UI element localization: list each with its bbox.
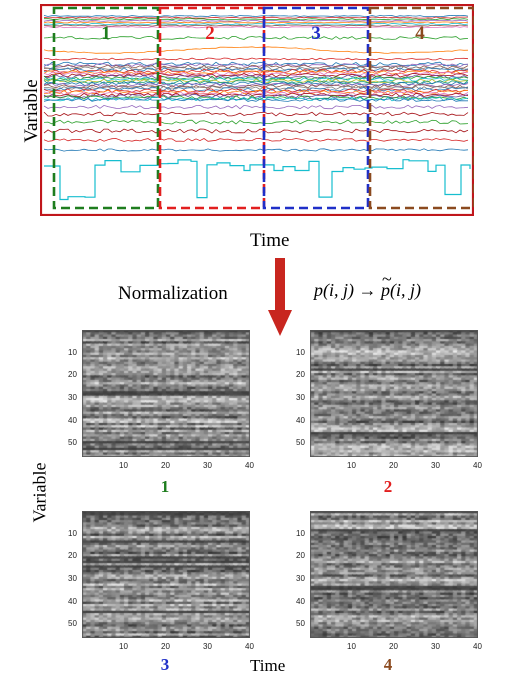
heatmap-label-3: 3 <box>160 655 170 674</box>
segment-box-4 <box>368 6 474 210</box>
time-series-line <box>43 79 469 85</box>
time-series-line <box>43 64 469 70</box>
heatmap-xtick: 10 <box>119 461 128 470</box>
time-series-line <box>43 18 469 21</box>
time-series-line <box>43 19 469 22</box>
time-series-line <box>43 70 469 75</box>
time-series-line <box>43 57 469 61</box>
heatmap-ytick: 40 <box>68 415 77 425</box>
time-series-step-line <box>44 159 471 201</box>
time-series-line <box>43 16 468 19</box>
time-series-line <box>43 84 469 89</box>
heatmap-ytick: 20 <box>68 551 77 561</box>
time-series-line <box>43 82 469 88</box>
heatmap-segment-4 <box>310 511 478 638</box>
heatmap-label-2: 2 <box>383 477 393 496</box>
top-xlabel: Time <box>250 230 290 251</box>
time-series-line <box>43 46 469 54</box>
time-series-line <box>43 96 469 102</box>
formula-part-source: p(i, j) → <box>314 280 381 300</box>
time-series-line <box>43 148 469 152</box>
heatmap-xtick: 30 <box>431 642 440 651</box>
time-series-line <box>43 95 469 100</box>
heatmap-xtick: 10 <box>119 642 128 651</box>
time-series-line <box>43 128 469 134</box>
heatmap-ytick: 50 <box>296 438 305 448</box>
formula-part-args: (i, j) <box>390 280 421 300</box>
time-series-line <box>43 91 469 96</box>
heatmap-xtick: 30 <box>203 642 212 651</box>
heatmap-xtick: 20 <box>389 642 398 651</box>
heatmap-segment-1 <box>82 330 250 457</box>
time-series-line <box>43 104 469 110</box>
segment-label-1: 1 <box>101 23 111 44</box>
heatmap-xtick: 40 <box>473 642 482 651</box>
heatmap-ytick: 20 <box>68 370 77 380</box>
heatmap-ytick: 40 <box>68 596 77 606</box>
heatmap-xtick: 10 <box>347 461 356 470</box>
heatmap-xtick: 10 <box>347 642 356 651</box>
formula-part-tilde-p: p ~ <box>381 269 392 300</box>
time-series-line <box>43 111 469 117</box>
heatmap-ytick: 30 <box>68 574 77 584</box>
heatmap-xtick: 20 <box>161 461 170 470</box>
time-series-line <box>43 119 469 125</box>
time-series-line <box>43 24 469 27</box>
top-ylabel: Variable <box>21 79 42 143</box>
time-series-frame <box>40 4 474 216</box>
heatmap-ytick: 30 <box>296 574 305 584</box>
heatmap-segment-3 <box>82 511 250 638</box>
time-series-line <box>43 98 468 102</box>
heatmap-ytick: 50 <box>68 438 77 448</box>
heatmap-ytick: 10 <box>296 347 305 357</box>
heatmap-xtick: 40 <box>245 642 254 651</box>
segment-box-3 <box>262 6 370 210</box>
heatmap-ylabel: Variable <box>29 462 50 523</box>
heatmap-label-4: 4 <box>383 655 393 674</box>
heatmap-ytick: 40 <box>296 415 305 425</box>
time-series-line <box>43 93 469 99</box>
heatmap-xtick: 30 <box>203 461 212 470</box>
mapping-formula: p(i, j) → p ~ (i, j) <box>314 269 421 301</box>
normalization-label: Normalization <box>118 283 228 304</box>
time-series-panel <box>40 4 474 216</box>
time-series-line <box>43 74 469 79</box>
heatmap-ytick: 20 <box>296 370 305 380</box>
segment-box-1 <box>52 6 160 210</box>
heatmap-ytick: 10 <box>296 528 305 538</box>
heatmap-xtick: 20 <box>389 461 398 470</box>
segment-label-2: 2 <box>205 23 215 44</box>
heatmap-ytick: 50 <box>68 619 77 629</box>
heatmap-ytick: 10 <box>68 528 77 538</box>
time-series-line <box>43 21 469 24</box>
heatmap-ytick: 10 <box>68 347 77 357</box>
heatmap-ytick: 20 <box>296 551 305 561</box>
time-series-line <box>43 36 469 40</box>
time-series-line <box>43 22 469 26</box>
time-series-line <box>43 14 469 18</box>
heatmap-segment-2 <box>310 330 478 457</box>
heatmap-ytick: 50 <box>296 619 305 629</box>
heatmap-ytick: 30 <box>296 393 305 403</box>
heatmap-label-1: 1 <box>160 477 170 496</box>
segment-label-3: 3 <box>311 23 321 44</box>
normalization-arrow <box>268 258 292 336</box>
time-series-line <box>43 89 469 95</box>
time-series-line <box>43 26 469 29</box>
heatmap-ytick: 40 <box>296 596 305 606</box>
heatmap-xtick: 20 <box>161 642 170 651</box>
time-series-line <box>43 138 469 142</box>
time-series-line <box>43 92 469 97</box>
heatmap-xtick: 40 <box>245 461 254 470</box>
segment-label-4: 4 <box>415 23 425 44</box>
time-series-line <box>43 72 469 78</box>
heatmap-xtick: 30 <box>431 461 440 470</box>
heatmap-xtick: 40 <box>473 461 482 470</box>
heatmap-ytick: 30 <box>68 393 77 403</box>
heatmap-xlabel: Time <box>250 656 286 675</box>
